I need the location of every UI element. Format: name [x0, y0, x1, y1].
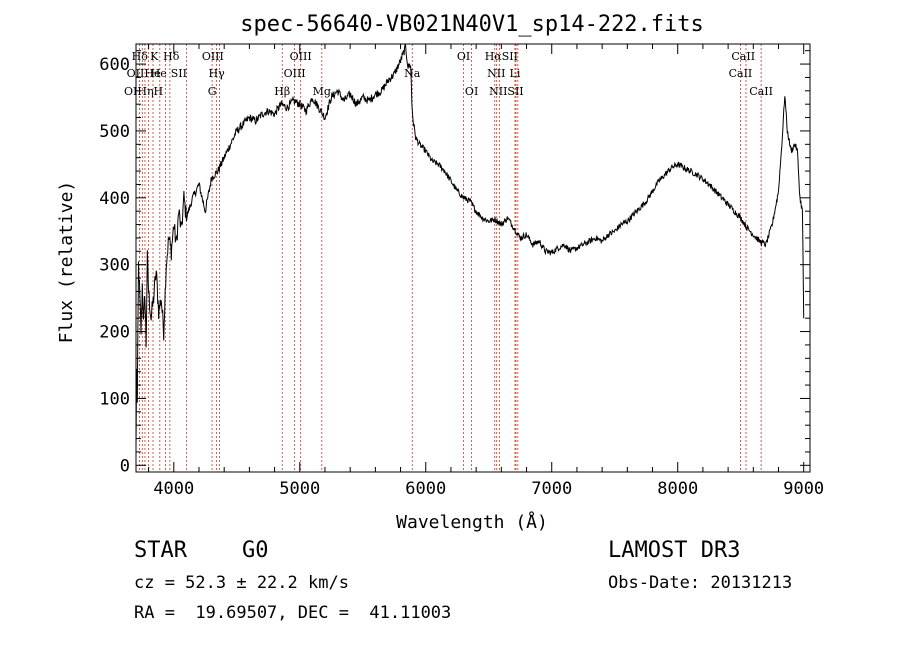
- line-label-row2-8: CaII: [729, 67, 753, 80]
- chart-title: spec-56640-VB021N40V1_sp14-222.fits: [240, 12, 704, 37]
- y-axis-ticks: 0 100 200 300 400 500 600: [99, 50, 810, 476]
- line-label-row2-2: SII: [171, 67, 187, 80]
- sky-coordinates: RA = 19.69507, DEC = 41.11003: [134, 603, 452, 623]
- emission-line-markers: [139, 44, 762, 472]
- line-label-row2-3: Hγ: [209, 67, 226, 80]
- observation-date: Obs-Date: 20131213: [608, 573, 793, 593]
- flux-series-line: [135, 43, 805, 450]
- x-tick-label-4: 8000: [657, 479, 698, 499]
- line-label-row1-7: CaII: [731, 50, 755, 63]
- x-tick-label-3: 7000: [531, 479, 572, 499]
- line-label-row3-2: Hβ: [274, 85, 290, 98]
- line-label-row1-1: K: [150, 50, 159, 63]
- line-label-row3-0: OIHηH: [124, 85, 163, 98]
- x-axis-ticks: 4000 5000 6000 7000 8000 9000: [148, 44, 824, 499]
- line-label-row3-5: NIISII: [489, 85, 524, 98]
- y-tick-label-4: 400: [99, 189, 130, 209]
- line-label-row2-7: Li: [510, 67, 521, 80]
- survey-name: LAMOST DR3: [608, 538, 741, 563]
- line-label-row2-0: OIIHe: [127, 67, 161, 80]
- object-subclass: G0: [242, 538, 269, 563]
- line-label-row2-4: OIII: [284, 67, 306, 80]
- x-tick-label-2: 6000: [405, 479, 446, 499]
- redshift-velocity: cz = 52.3 ± 22.2 km/s: [134, 573, 349, 593]
- y-tick-label-0: 0: [120, 456, 130, 476]
- line-label-row3-3: Mg: [313, 85, 331, 98]
- line-label-row1-3: OIII: [202, 50, 224, 63]
- object-class: STAR: [134, 538, 187, 563]
- line-label-row1-2: Hδ: [163, 50, 180, 63]
- line-label-row3-6: CaII: [749, 85, 773, 98]
- line-label-row3-4: OI: [465, 85, 478, 98]
- x-axis-label: Wavelength (Å): [396, 511, 548, 533]
- x-tick-label-5: 9000: [783, 479, 824, 499]
- plot-frame: [135, 43, 811, 473]
- line-label-row1-6: HαSII: [485, 50, 518, 63]
- line-label-row3-1: G: [208, 85, 217, 98]
- line-label-row2-1: He: [151, 67, 167, 80]
- y-tick-label-2: 200: [99, 323, 130, 343]
- y-tick-label-1: 100: [99, 389, 130, 409]
- x-tick-label-0: 4000: [153, 479, 194, 499]
- line-label-row2-5: Na: [404, 67, 421, 80]
- y-axis-label: Flux (relative): [56, 181, 77, 344]
- line-label-row1-0: Hδ: [132, 50, 149, 63]
- y-tick-label-3: 300: [99, 256, 130, 276]
- line-label-row1-5: OI: [457, 50, 470, 63]
- line-label-row2-6: NII: [487, 67, 505, 80]
- line-label-row1-4: OIII: [290, 50, 312, 63]
- y-tick-label-5: 500: [99, 122, 130, 142]
- y-tick-label-6: 600: [99, 55, 130, 75]
- x-tick-label-1: 5000: [279, 479, 320, 499]
